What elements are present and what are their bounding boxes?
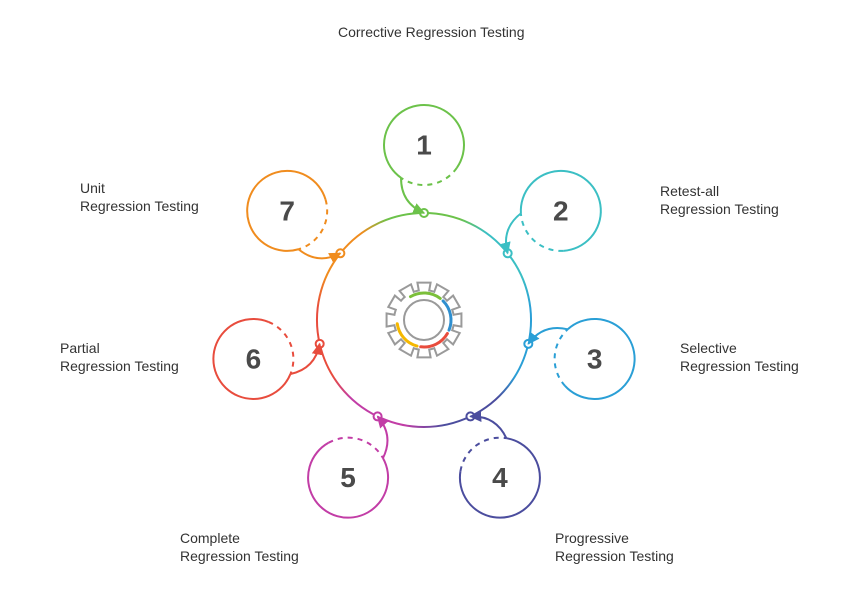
- main-ring-segment: [424, 213, 508, 253]
- node-circle-dashed: [555, 329, 568, 385]
- node-number: 3: [587, 343, 603, 374]
- label-1: Corrective Regression Testing: [338, 24, 525, 42]
- main-ring-segment: [508, 253, 531, 344]
- node-arrow: [401, 178, 424, 213]
- node-arrow: [298, 249, 340, 258]
- node-circle-dashed: [401, 168, 457, 185]
- node-number: 7: [279, 195, 295, 226]
- gear-ring-arc: [411, 293, 441, 298]
- label-5: Complete Regression Testing: [180, 530, 299, 565]
- main-ring-segment: [320, 344, 378, 417]
- node-number: 1: [416, 130, 432, 161]
- label-4: Progressive Regression Testing: [555, 530, 674, 565]
- node-number: 5: [340, 462, 356, 493]
- main-ring-segment: [470, 344, 528, 417]
- main-ring-segment: [378, 416, 471, 427]
- node-circle-dashed: [268, 322, 293, 374]
- node-arrow: [506, 213, 521, 253]
- label-2: Retest-all Regression Testing: [660, 183, 779, 218]
- gear-ring-arc: [397, 324, 417, 346]
- main-ring-segment: [340, 213, 424, 253]
- gear-inner: [404, 300, 444, 340]
- main-ring-segment: [317, 253, 340, 344]
- node-arrow: [378, 416, 388, 458]
- node-number: 6: [246, 343, 262, 374]
- diagram-svg: 1 2 3 4 5 6 7: [0, 0, 849, 610]
- label-7: Unit Regression Testing: [80, 180, 199, 215]
- node-circle-dashed: [329, 438, 383, 458]
- label-6: Partial Regression Testing: [60, 340, 179, 375]
- node-circle-dashed: [298, 200, 327, 250]
- node-arrow: [470, 416, 506, 438]
- node-arrow: [290, 344, 319, 374]
- node-number: 2: [553, 195, 569, 226]
- label-3: Selective Regression Testing: [680, 340, 799, 375]
- regression-testing-diagram: { "canvas": { "width": 849, "height": 61…: [0, 0, 849, 610]
- node-number: 4: [492, 462, 508, 493]
